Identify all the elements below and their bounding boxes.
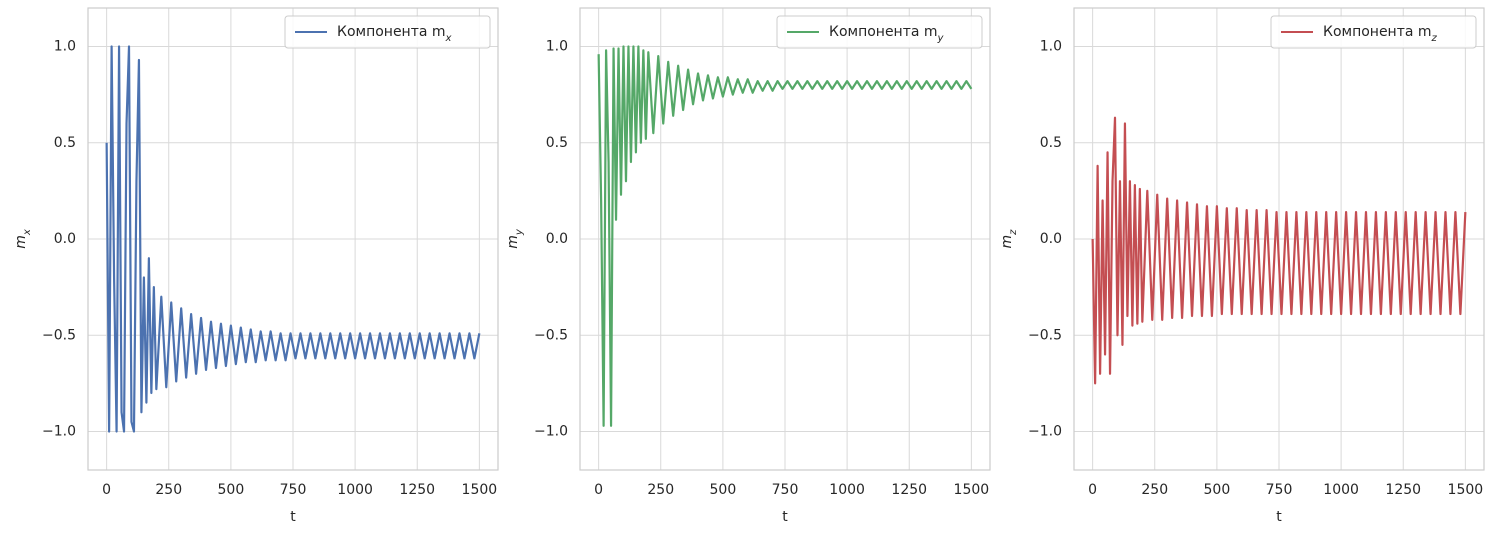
subplot: 0 250 500 750 1000 1250 1500 −1.0 −0.5 0.0 0.5 1.0 t…	[999, 7, 1485, 525]
x-tick-label: 1000	[1323, 482, 1359, 498]
x-tick-label: 500	[1204, 482, 1231, 498]
x-tick-label: 0	[594, 482, 603, 498]
x-tick-label: 1000	[829, 482, 865, 498]
subplot: 0 250 500 750 1000 1250 1500 −1.0 −0.5 0.0 0.5 1.0 t…	[13, 7, 499, 525]
x-tick-label: 1500	[954, 482, 990, 498]
x-tick-label: 250	[155, 482, 182, 498]
y-axis-label: mz	[999, 229, 1019, 249]
y-tick-label: −1.0	[534, 424, 568, 440]
legend-box	[1270, 15, 1477, 49]
y-tick-label: 1.0	[1040, 39, 1062, 55]
x-tick-label: 1250	[891, 482, 927, 498]
x-tick-label: 1250	[1385, 482, 1421, 498]
plot-frame	[87, 7, 499, 471]
y-axis-label: my	[505, 228, 525, 249]
subplot: 0 250 500 750 1000 1250 1500 −1.0 −0.5 0.0 0.5 1.0 t…	[505, 7, 991, 525]
legend: Компонента mx	[284, 15, 491, 49]
data-line	[105, 45, 481, 433]
data-line	[597, 45, 973, 427]
data-line	[1091, 116, 1467, 385]
y-tick-label: 0.5	[546, 135, 568, 151]
x-tick-label: 0	[1088, 482, 1097, 498]
legend-box	[284, 15, 491, 49]
legend: Компонента mz	[1270, 15, 1477, 49]
y-tick-label: 0.5	[54, 135, 76, 151]
x-axis-label: t	[782, 509, 788, 525]
x-axis-label: t	[290, 509, 296, 525]
x-tick-label: 0	[102, 482, 111, 498]
y-tick-label: −1.0	[42, 424, 76, 440]
x-tick-label: 750	[1266, 482, 1293, 498]
y-tick-label: −0.5	[534, 327, 568, 343]
x-tick-label: 250	[1141, 482, 1168, 498]
plot-frame	[1073, 7, 1485, 471]
x-tick-label: 1500	[1448, 482, 1484, 498]
x-tick-label: 750	[280, 482, 307, 498]
legend-box	[776, 15, 983, 49]
x-tick-label: 1500	[462, 482, 498, 498]
y-tick-label: 1.0	[546, 39, 568, 55]
y-axis-label: mx	[13, 228, 33, 249]
legend-label: Компонента mx	[337, 24, 453, 44]
y-tick-label: 0.5	[1040, 135, 1062, 151]
y-tick-label: 0.0	[1040, 231, 1062, 247]
x-tick-label: 250	[647, 482, 674, 498]
legend-label: Компонента my	[829, 24, 945, 44]
y-tick-label: 1.0	[54, 39, 76, 55]
x-tick-label: 1250	[399, 482, 435, 498]
x-tick-label: 1000	[337, 482, 373, 498]
plot-frame	[579, 7, 991, 471]
y-tick-label: −0.5	[42, 327, 76, 343]
x-tick-label: 750	[772, 482, 799, 498]
y-tick-label: 0.0	[54, 231, 76, 247]
legend-label: Компонента mz	[1323, 24, 1438, 44]
y-tick-label: −1.0	[1028, 424, 1062, 440]
y-tick-label: −0.5	[1028, 327, 1062, 343]
x-axis-label: t	[1276, 509, 1282, 525]
x-tick-label: 500	[218, 482, 245, 498]
y-tick-label: 0.0	[546, 231, 568, 247]
legend: Компонента my	[776, 15, 983, 49]
x-tick-label: 500	[710, 482, 737, 498]
